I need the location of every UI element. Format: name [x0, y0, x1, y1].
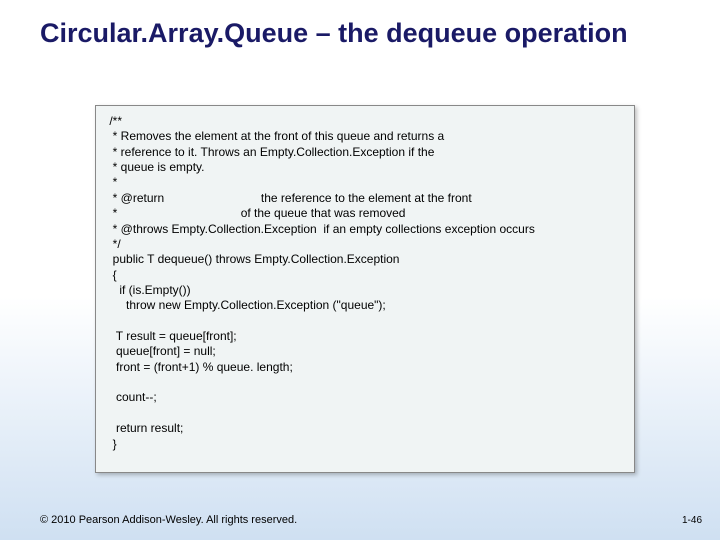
slide: Circular.Array.Queue – the dequeue opera… [0, 0, 720, 540]
page-number: 1-46 [682, 515, 702, 526]
code-box: /** * Removes the element at the front o… [95, 105, 635, 473]
copyright-text: © 2010 Pearson Addison-Wesley. All right… [40, 514, 297, 526]
slide-title: Circular.Array.Queue – the dequeue opera… [40, 18, 680, 49]
